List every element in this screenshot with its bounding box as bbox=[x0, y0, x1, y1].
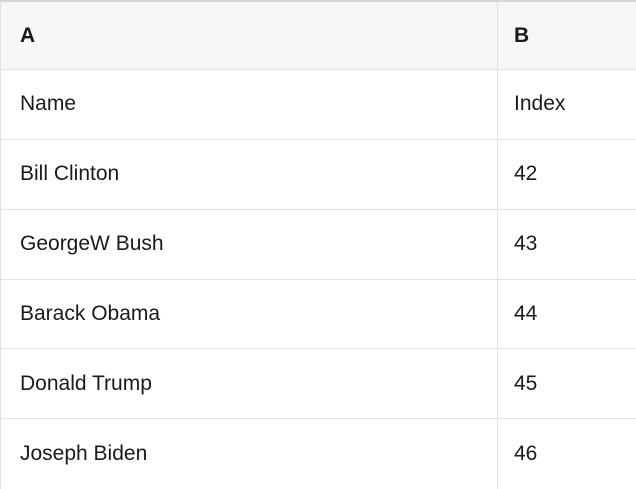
cell-index[interactable]: 44 bbox=[498, 279, 636, 350]
cell-name[interactable]: GeorgeW Bush bbox=[1, 209, 498, 280]
cell-name[interactable]: Name bbox=[1, 70, 498, 140]
cell-name[interactable]: Joseph Biden bbox=[1, 419, 498, 489]
cell-index[interactable]: 43 bbox=[498, 209, 636, 280]
cell-index[interactable]: Index bbox=[498, 70, 636, 140]
cell-name[interactable]: Donald Trump bbox=[1, 349, 498, 420]
cell-index[interactable]: 46 bbox=[498, 419, 636, 489]
column-header-b[interactable]: B bbox=[498, 2, 636, 70]
cell-index[interactable]: 45 bbox=[498, 349, 636, 420]
cell-name[interactable]: Barack Obama bbox=[1, 279, 498, 350]
cell-index[interactable]: 42 bbox=[498, 139, 636, 210]
column-header-a[interactable]: A bbox=[1, 2, 498, 70]
cell-name[interactable]: Bill Clinton bbox=[1, 139, 498, 210]
